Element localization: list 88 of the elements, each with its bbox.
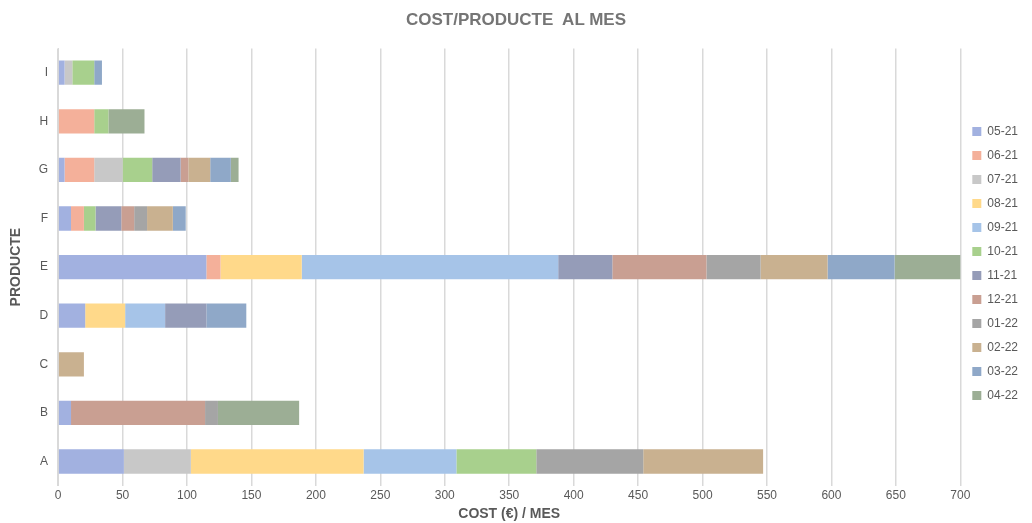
bar <box>363 449 457 474</box>
x-tick-label: 50 <box>115 488 130 503</box>
x-tick-label: 500 <box>692 488 713 503</box>
bar <box>121 206 135 231</box>
bar <box>643 449 764 474</box>
bar <box>230 157 239 183</box>
bar <box>827 254 895 280</box>
bar <box>894 254 961 280</box>
legend-label: 04-22 <box>987 387 1019 402</box>
bar <box>172 206 186 231</box>
y-tick-label: C <box>39 356 49 371</box>
legend-label: 07-21 <box>987 171 1019 186</box>
bar <box>152 157 181 183</box>
bar <box>64 157 95 183</box>
bar <box>58 60 65 85</box>
bar <box>72 60 95 85</box>
y-axis-title: PRODUCTE <box>7 227 24 307</box>
legend-label: 05-21 <box>987 123 1019 138</box>
x-tick-label: 100 <box>177 488 198 503</box>
y-tick-label: I <box>44 65 49 80</box>
bar <box>206 254 221 280</box>
y-tick-label: A <box>40 453 49 468</box>
bar <box>122 157 153 183</box>
y-tick-label: D <box>39 308 49 323</box>
bar <box>210 157 231 183</box>
y-tick-label: H <box>39 113 49 128</box>
legend-label: 12-21 <box>987 291 1019 306</box>
bar <box>85 303 126 328</box>
bar <box>558 254 613 280</box>
legend-label: 11-21 <box>987 267 1018 282</box>
bar <box>58 206 72 231</box>
x-tick-label: 350 <box>499 488 520 503</box>
legend-label: 01-22 <box>987 315 1019 330</box>
bar <box>125 303 166 328</box>
bar <box>706 254 761 280</box>
bar <box>220 254 302 280</box>
bar <box>147 206 173 231</box>
legend-label: 09-21 <box>987 219 1019 234</box>
bar <box>165 303 207 328</box>
bar <box>58 352 84 377</box>
x-tick-label: 700 <box>950 488 971 503</box>
bar <box>71 206 84 231</box>
legend-label: 10-21 <box>987 243 1019 258</box>
bar <box>760 254 828 280</box>
bar <box>71 400 206 426</box>
y-tick-label: G <box>38 162 49 177</box>
bar <box>123 449 191 474</box>
bar <box>83 206 96 231</box>
x-tick-label: 600 <box>821 488 842 503</box>
x-tick-label: 200 <box>305 488 327 503</box>
x-tick-label: 0 <box>54 488 62 503</box>
bar <box>58 449 124 474</box>
bar <box>301 254 559 280</box>
bar <box>58 157 65 183</box>
x-tick-label: 550 <box>756 488 778 503</box>
bar <box>94 109 109 134</box>
bar <box>94 60 102 85</box>
y-tick-label: E <box>40 259 49 274</box>
x-tick-label: 400 <box>563 488 584 503</box>
bar <box>134 206 148 231</box>
x-tick-label: 650 <box>885 488 907 503</box>
chart-title: COST/PRODUCTE AL MES <box>405 9 627 29</box>
bar <box>94 157 123 183</box>
x-tick-label: 250 <box>370 488 391 503</box>
bar <box>58 400 72 426</box>
bar <box>536 449 644 474</box>
bar <box>108 109 145 134</box>
legend-label: 03-22 <box>987 363 1019 378</box>
bar <box>58 109 95 134</box>
x-tick-label: 150 <box>241 488 262 503</box>
bar <box>95 206 122 231</box>
bar <box>58 254 207 280</box>
legend-label: 02-22 <box>987 339 1019 354</box>
legend-label: 06-21 <box>987 147 1019 162</box>
bar <box>217 400 300 426</box>
bar <box>58 303 86 328</box>
bar <box>190 449 364 474</box>
y-tick-label: F <box>40 210 49 225</box>
x-tick-label: 300 <box>434 488 456 503</box>
x-axis-title: COST (€) / MES <box>458 505 561 522</box>
bar <box>188 157 211 183</box>
y-tick-label: B <box>40 405 49 420</box>
bar <box>456 449 537 474</box>
legend-label: 08-21 <box>987 195 1019 210</box>
x-tick-label: 450 <box>628 488 649 503</box>
bar <box>205 400 218 426</box>
bar <box>206 303 247 328</box>
bar <box>612 254 707 280</box>
